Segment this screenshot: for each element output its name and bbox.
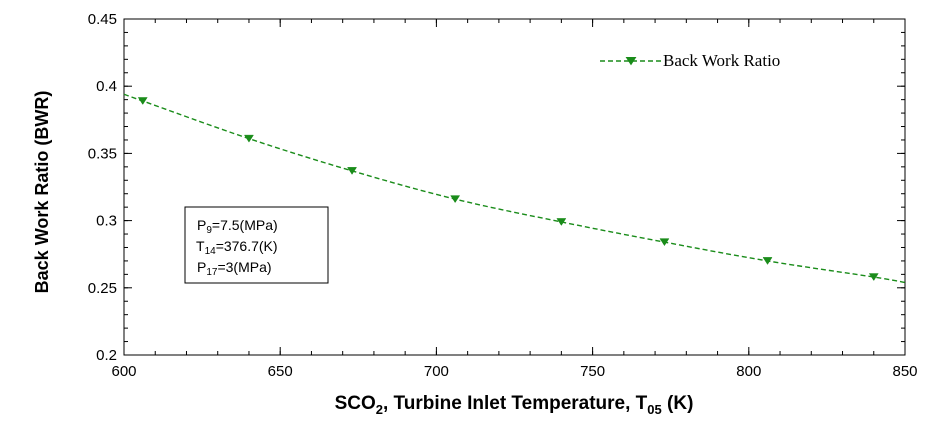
data-point-marker [659,238,670,247]
y-tick-label: 0.4 [96,78,117,95]
x-tick-labels: 600 650 700 750 800 850 [111,363,917,380]
data-point-marker [347,167,358,175]
data-point-marker [450,195,461,204]
plot-frame [123,18,906,356]
y-tick-label: 0.45 [88,11,117,28]
data-point-marker [556,218,567,226]
legend: Back Work Ratio [600,51,780,70]
y-tick-label: 0.35 [88,145,117,162]
x-tick-label: 650 [268,363,293,380]
x-tick-label: 750 [580,363,605,380]
annotation-box: P9=7.5(MPa) T14=376.7(K) P17=3(MPa) [184,206,329,284]
y-tick-label: 0.2 [96,347,117,364]
data-point-marker [868,273,879,282]
annotation-line-1: P9=7.5(MPa) [197,217,278,236]
y-axis-title: Back Work Ratio (BWR) [32,91,52,294]
series-line-back-work-ratio [123,93,906,284]
legend-marker [625,57,637,66]
annotation-line-2: T14=376.7(K) [196,238,278,257]
annotation-frame [184,206,329,284]
y-tick-labels: 0.2 0.25 0.3 0.35 0.4 0.45 [88,11,117,364]
x-axis-title: SCO2, Turbine Inlet Temperature, T05 (K) [335,393,694,417]
x-tick-label: 600 [111,363,136,380]
minor-ticks [123,18,906,356]
annotation-line-3: P17=3(MPa) [197,259,272,278]
major-ticks [123,18,906,356]
x-tick-label: 850 [892,363,917,380]
data-point-marker [244,134,254,143]
x-tick-label: 800 [736,363,761,380]
series-markers [137,97,879,282]
data-point-marker [762,257,773,265]
y-tick-label: 0.25 [88,280,117,297]
legend-label: Back Work Ratio [663,51,780,70]
x-tick-label: 700 [424,363,449,380]
data-point-marker [137,97,148,105]
y-tick-label: 0.3 [96,213,117,230]
